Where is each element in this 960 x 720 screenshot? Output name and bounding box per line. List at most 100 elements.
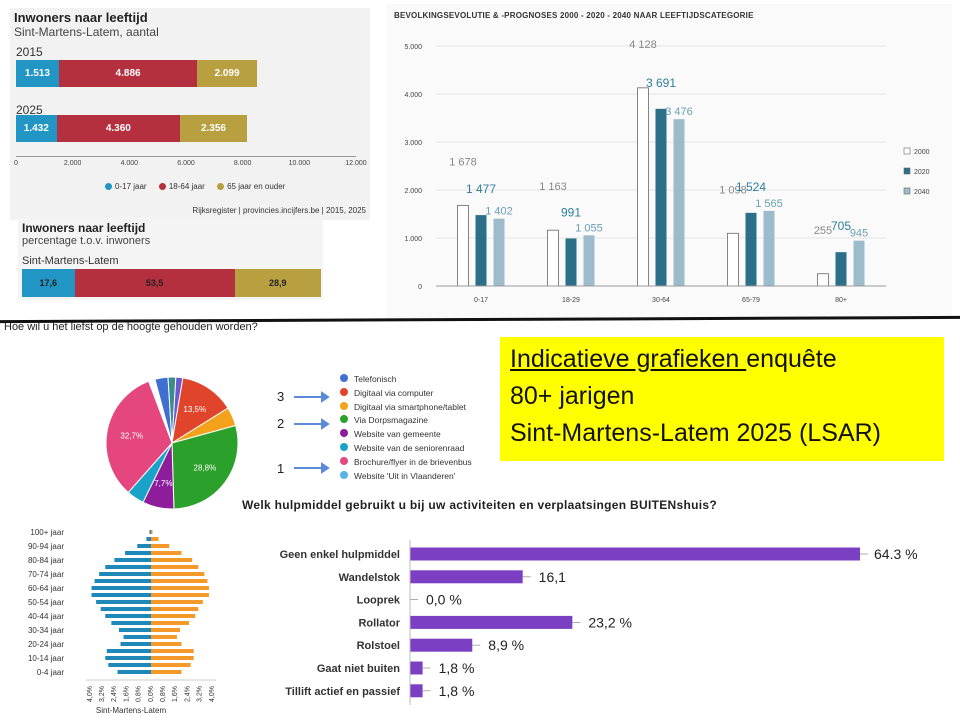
percentage-category: Sint-Martens-Latem (22, 255, 119, 267)
percentage-title: Inwoners naar leeftijd (22, 221, 146, 235)
legend: 0-17 jaar 18-64 jaar 65 jaar en ouder (105, 182, 295, 192)
bar-segment-2015-0: 1.513 (16, 60, 59, 87)
x-tick-label: 2,4% (111, 686, 118, 702)
pyramid-bar-left (91, 593, 151, 597)
pie-legend-item: Website van de seniorenraad (340, 442, 472, 456)
x-tick-label: 0,8% (136, 686, 143, 702)
pyramid-bar-right (151, 614, 196, 618)
x-tick-label: 0 (14, 160, 18, 167)
stacked-bar-2025: 1.432 4.360 2.356 (16, 115, 356, 142)
legend-old: 65 jaar en ouder (217, 182, 285, 191)
y-tick-label: 2.000 (404, 188, 422, 195)
pie-chart: 13,5% 28,8% 7,7% 32,7% (105, 376, 239, 510)
data-label: 1 565 (755, 198, 783, 210)
age-label: 30-34 jaar (28, 626, 64, 635)
pyramid-bar-right (151, 621, 190, 625)
inwoners-aantal-panel: Inwoners naar leeftijd Sint-Martens-Late… (10, 8, 370, 220)
percentage-subtitle: percentage t.o.v. inwoners (22, 235, 151, 247)
bar-2020-18-29 (565, 238, 577, 286)
pyramid-bar-right (151, 544, 170, 548)
bar-2040-30-64 (673, 119, 685, 286)
x-tick-label: 8.000 (233, 160, 252, 167)
legend-label: Via Dorpsmagazine (354, 415, 429, 426)
note-underlined: Indicatieve grafieken (510, 345, 747, 373)
pyramid-bar-left (125, 551, 151, 555)
data-label: 705 (831, 219, 851, 233)
data-label: 1 524 (736, 180, 766, 194)
bar-segment-2015-1: 4.886 (58, 60, 198, 87)
pyramid-bar-left (149, 530, 151, 534)
rank-marker-2: 2 (277, 416, 285, 431)
pie-legend-item: Website van gemeente (340, 428, 472, 442)
note-box: Indicatieve grafieken enquête 80+ jarige… (500, 337, 944, 461)
value-label: 64.3 % (874, 546, 918, 562)
hbar (410, 638, 473, 652)
legend-label: Digitaal via computer (354, 387, 434, 398)
pyramid-bar-left (96, 600, 151, 604)
data-label: 255 (814, 225, 832, 237)
hbar (410, 661, 423, 675)
legend-dot (340, 387, 348, 396)
bar-2040-80+ (853, 240, 865, 286)
value-label: 23,2 % (588, 614, 632, 630)
legend-mid: 18-64 jaar (158, 182, 205, 191)
note-line-1: Indicatieve grafieken enquête (510, 345, 837, 374)
age-label: 60-64 jaar (28, 584, 64, 593)
legend-dot (217, 183, 225, 190)
data-label: 1 098 (719, 184, 747, 196)
evolution-chart: 0 1.000 2.000 3.000 4.000 5.000 1 678 1 477 1 40… (404, 39, 929, 304)
bar-2000-0-17 (457, 205, 469, 287)
rank-marker-3: 3 (277, 389, 285, 404)
pyramid-bar-left (123, 635, 151, 639)
x-tick-label: 10.000 (288, 160, 311, 167)
pyramid-bar-right (151, 558, 193, 562)
rank-arrows (294, 391, 330, 474)
pyramid-bar-left (114, 558, 151, 562)
x-tick-label: 2.000 (63, 160, 82, 167)
pyramid-bar-right (151, 579, 208, 583)
category-label: Tillift actief en passief (285, 686, 400, 698)
year-label-2025: 2025 (16, 103, 43, 117)
x-axis-ticks: 0 2.000 4.000 6.000 8.000 10.000 12.000 (14, 160, 367, 172)
age-label: 10-14 jaar (28, 654, 64, 663)
legend-label: Digitaal via smartphone/tablet (354, 401, 466, 412)
pct-segment-1: 53,5 (74, 269, 235, 297)
hulpmiddel-title: Welk hulpmiddel gebruikt u bij uw activi… (242, 498, 717, 512)
bar-segment-2015-2: 2.099 (197, 60, 257, 87)
inwoners-percentage-panel: Inwoners naar leeftijd percentage t.o.v.… (18, 218, 323, 300)
age-label: 80-84 jaar (28, 556, 64, 565)
value-label: 8,9 % (488, 637, 524, 653)
pyramid-bar-right (151, 586, 209, 590)
x-category-label: 80+ (835, 297, 847, 304)
pie-slice (171, 377, 229, 445)
x-category-label: 30-64 (652, 297, 670, 304)
pyramid-bar-left (118, 628, 151, 632)
age-label: 70-74 jaar (28, 570, 64, 579)
stacked-bar-2015: 1.513 4.886 2.099 (16, 60, 356, 87)
population-pyramid: 0-4 jaar 10-14 jaar 20-24 jaar 30-34 jaar 40… (28, 528, 216, 715)
pyramid-title: Sint-Martens-Latem (96, 706, 167, 715)
pyramid-bar-left (111, 621, 151, 625)
legend-dot (105, 183, 112, 190)
bar-2000-30-64 (637, 87, 649, 287)
pyramid-bar-right (151, 565, 199, 569)
data-label: 1 163 (539, 181, 567, 193)
bar-2020-0-17 (475, 215, 487, 286)
legend-label: Website van gemeente (354, 429, 441, 440)
bar-2020-65-79 (745, 212, 757, 286)
age-label: 100+ jaar (30, 528, 64, 537)
data-label: 991 (561, 205, 581, 219)
x-tick-label: 0,8% (160, 686, 167, 702)
x-tick-label: 3,2% (99, 686, 106, 702)
y-tick-label: 3.000 (404, 140, 422, 147)
pyramid-bar-right (151, 530, 153, 534)
legend-dot (340, 429, 348, 438)
pyramid-bar-left (94, 579, 151, 583)
x-category-label: 65-79 (742, 297, 760, 304)
data-label: 1 477 (466, 182, 496, 196)
pct-segment-2: 28,9 (234, 269, 321, 297)
source-note: Rijksregister | provincies.incijfers.be … (192, 206, 366, 215)
legend-label: Telefonisch (354, 374, 397, 384)
category-label: Rolstoel (357, 640, 400, 652)
pie-slice (105, 380, 173, 494)
